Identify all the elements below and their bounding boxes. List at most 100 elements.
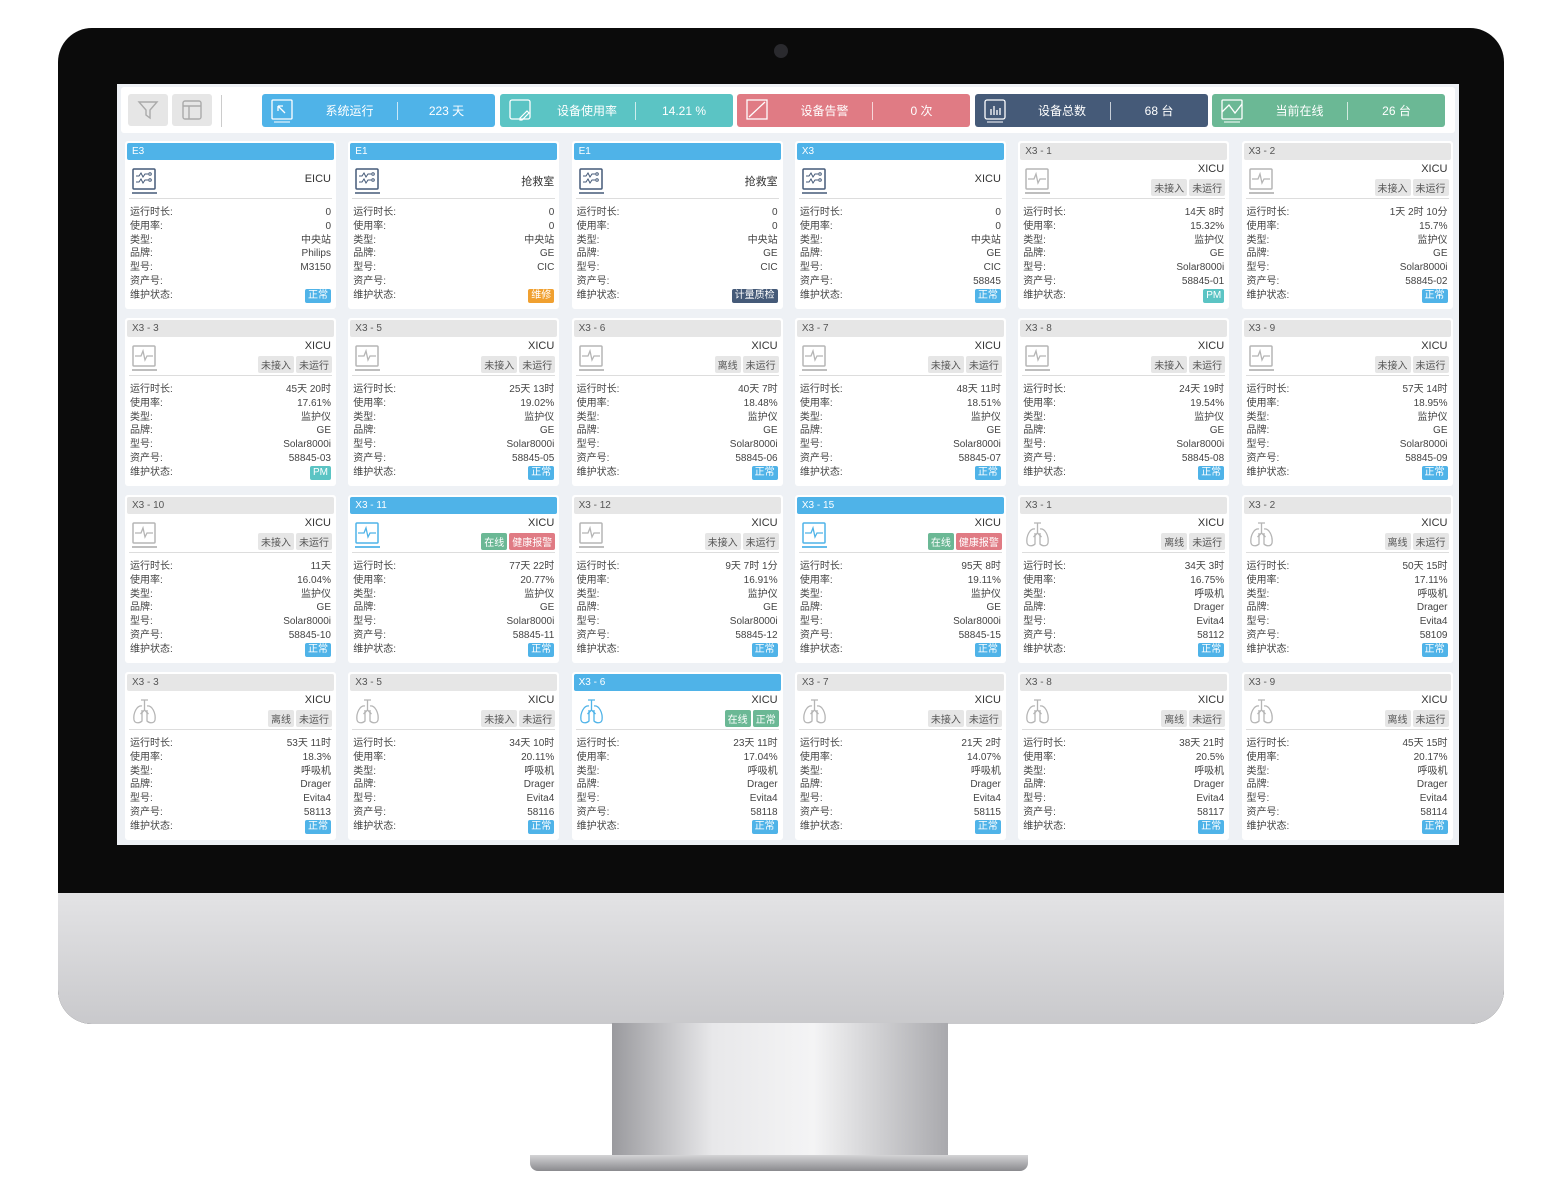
device-card[interactable]: X3 - 8 XICU 未接入 未运行 运行时长: 24天 19时 使用率: 19.54… (1018, 318, 1230, 486)
field-label: 使用率: (1246, 220, 1280, 232)
stat-card-1[interactable]: 设备使用率 14.21 % (499, 94, 733, 127)
field-row: 品牌: GE (577, 424, 778, 438)
central-station-icon (132, 168, 157, 194)
field-row: 使用率: 16.91% (577, 574, 778, 588)
field-row: 资产号: 58118 (577, 806, 778, 820)
field-row: 资产号: 58845-03 (130, 452, 331, 466)
field-label: 资产号: (130, 806, 163, 818)
maintenance-status-badge: 正常 (1421, 465, 1448, 480)
field-row: 型号: Evita4 (353, 792, 554, 806)
stat-label: 设备使用率 (556, 104, 617, 118)
device-card[interactable]: E3 EICU 运行时长: 0 使用率: 0 类型: 中央站 品牌: Philips 型号: M3… (125, 141, 336, 309)
field-row: 资产号: 58845-15 (800, 629, 1001, 643)
device-card[interactable]: X3 - 2 XICU 未接入 未运行 运行时长: 1天 2时 10分 使用率: 15.… (1241, 141, 1453, 309)
device-card[interactable]: X3 - 7 XICU 未接入 未运行 运行时长: 21天 2时 使用率: 14.07%… (794, 672, 1006, 840)
device-card[interactable]: X3 - 15 XICU 在线 健康报警 运行时长: 95天 8时 使用率: 19.11… (794, 495, 1006, 663)
field-label: 维护状态: (130, 820, 173, 832)
field-label: 品牌: (576, 779, 600, 791)
field-value: 0 (325, 220, 331, 232)
device-card[interactable]: X3 - 7 XICU 未接入 未运行 运行时长: 48天 11时 使用率: 18.51… (794, 318, 1006, 486)
field-row: 资产号: 58115 (800, 806, 1001, 820)
field-label: 品牌: (353, 248, 377, 260)
field-row: 运行时长: 24天 19时 (1023, 383, 1224, 397)
field-label: 品牌: (130, 779, 153, 791)
field-label: 资产号: (130, 629, 163, 641)
field-label: 类型: (1023, 234, 1046, 246)
field-row: 型号: Solar8000i (353, 438, 554, 452)
patient-monitor-icon (801, 522, 827, 548)
field-row: 资产号: 58845-12 (577, 629, 778, 643)
field-value: 58114 (1420, 806, 1448, 818)
device-card[interactable]: X3 XICU 运行时长: 0 使用率: 0 类型: 中央站 品牌: GE 型号: CIC 资产号:… (794, 141, 1006, 309)
device-card[interactable]: X3 - 10 XICU 未接入 未运行 运行时长: 11天 使用率: 16.04% 类型… (125, 495, 336, 663)
device-card[interactable]: E1 抢救室 运行时长: 0 使用率: 0 类型: 中央站 品牌: GE 型号: CIC 资产号: 维… (348, 141, 560, 309)
field-label: 品牌: (799, 248, 823, 260)
device-card[interactable]: X3 - 9 XICU 未接入 未运行 运行时长: 57天 14时 使用率: 18.95… (1241, 318, 1453, 486)
layout-button[interactable] (172, 94, 212, 126)
device-card[interactable]: X3 - 6 XICU 离线 未运行 运行时长: 40天 7时 使用率: 18.48% 类… (571, 318, 783, 486)
field-value: Drager (1193, 779, 1225, 791)
field-label: 类型: (1023, 588, 1046, 600)
field-row: 运行时长: 45天 15时 (1247, 737, 1448, 751)
field-row: 运行时长: 45天 20时 (130, 383, 331, 397)
device-card[interactable]: X3 - 2 XICU 离线 未运行 运行时长: 50天 15时 使用率: 17.11%… (1241, 495, 1453, 663)
central-station-icon (578, 168, 604, 194)
card-divider (129, 729, 332, 730)
maintenance-status-badge: 维修 (528, 288, 555, 303)
device-card[interactable]: X3 - 12 XICU 未接入 未运行 运行时长: 9天 7时 1分 使用率: 16.… (571, 495, 783, 663)
device-card[interactable]: X3 - 3 XICU 离线 未运行 运行时长: 53天 11时 使用率: 18.3% 类… (125, 672, 336, 840)
field-row: 运行时长: 95天 8时 (800, 560, 1001, 574)
field-row: 品牌: Drager (130, 778, 331, 792)
device-card[interactable]: X3 - 11 XICU 在线 健康报警 运行时长: 77天 22时 使用率: 20.7… (348, 495, 560, 663)
maintenance-status-badge: PM (1203, 288, 1225, 303)
field-row: 型号: Evita4 (1023, 792, 1224, 806)
device-card[interactable]: X3 - 1 XICU 离线 未运行 运行时长: 34天 3时 使用率: 16.75% 类… (1018, 495, 1230, 663)
device-card[interactable]: X3 - 1 XICU 未接入 未运行 运行时长: 14天 8时 使用率: 15.32%… (1018, 141, 1230, 309)
field-row: 类型: 监护仪 (800, 588, 1001, 602)
field-label: 资产号: (353, 629, 387, 641)
field-label: 使用率: (576, 397, 610, 409)
card-title: X3 - 5 (350, 320, 558, 337)
field-label: 型号: (1023, 262, 1046, 274)
device-fields: 运行时长: 50天 15时 使用率: 17.11% 类型: 呼吸机 品牌: Drager 型号:… (1247, 560, 1448, 657)
field-label: 运行时长: (130, 561, 173, 572)
device-card[interactable]: E1 抢救室 运行时长: 0 使用率: 0 类型: 中央站 品牌: GE 型号: CIC 资产号: 维… (571, 141, 783, 309)
device-card[interactable]: X3 - 5 XICU 未接入 未运行 运行时长: 34天 10时 使用率: 20.11… (348, 672, 560, 840)
field-value: GE (1433, 248, 1448, 260)
field-label: 资产号: (1246, 275, 1280, 287)
field-label: 运行时长: (1023, 384, 1066, 395)
field-label: 运行时长: (799, 207, 843, 218)
field-row: 型号: Solar8000i (577, 615, 778, 629)
stat-card-0[interactable]: 系统运行 223 天 (262, 94, 495, 127)
field-row: 维护状态: 正常 (800, 288, 1001, 303)
device-card[interactable]: X3 - 8 XICU 离线 未运行 运行时长: 38天 21时 使用率: 20.5% 类… (1018, 672, 1230, 840)
stat-card-3[interactable]: 设备总数 68 台 (974, 94, 1208, 127)
field-value: M3150 (300, 262, 331, 274)
field-value: Drager (970, 779, 1001, 791)
field-row: 运行时长: 23天 11时 (577, 737, 778, 751)
device-card[interactable]: X3 - 9 XICU 离线 未运行 运行时长: 45天 15时 使用率: 20.17%… (1241, 672, 1453, 840)
card-title: X3 - 8 (1020, 320, 1228, 337)
field-value: Solar8000i (729, 439, 778, 451)
maintenance-status-badge: 正常 (1421, 288, 1448, 303)
device-state-tag: 在线 (724, 710, 751, 727)
stat-card-2[interactable]: 设备告警 0 次 (737, 94, 970, 127)
field-row: 使用率: 17.61% (130, 397, 331, 411)
patient-monitor-icon (1025, 168, 1051, 194)
device-fields: 运行时长: 77天 22时 使用率: 20.77% 类型: 监护仪 品牌: GE 型号: Sola… (353, 560, 555, 657)
filter-button[interactable] (128, 94, 168, 126)
field-value: 58845-08 (1181, 452, 1225, 464)
device-card[interactable]: X3 - 5 XICU 未接入 未运行 运行时长: 25天 13时 使用率: 19.02… (348, 318, 560, 486)
field-row: 维护状态: 正常 (130, 642, 331, 657)
location-label: XICU (974, 517, 1001, 529)
field-row: 资产号: 58117 (1023, 806, 1224, 820)
field-label: 品牌: (1023, 248, 1046, 260)
field-label: 资产号: (799, 452, 833, 464)
device-card[interactable]: X3 - 6 XICU 在线 正常 运行时长: 23天 11时 使用率: 17.04% 类… (571, 672, 783, 840)
field-label: 资产号: (576, 275, 610, 287)
location-label: EICU (304, 173, 331, 185)
field-label: 运行时长: (1246, 738, 1290, 749)
device-card[interactable]: X3 - 3 XICU 未接入 未运行 运行时长: 45天 20时 使用率: 17.61… (125, 318, 336, 486)
stat-card-4[interactable]: 当前在线 26 台 (1212, 94, 1445, 127)
field-row: 品牌: GE (353, 601, 554, 615)
